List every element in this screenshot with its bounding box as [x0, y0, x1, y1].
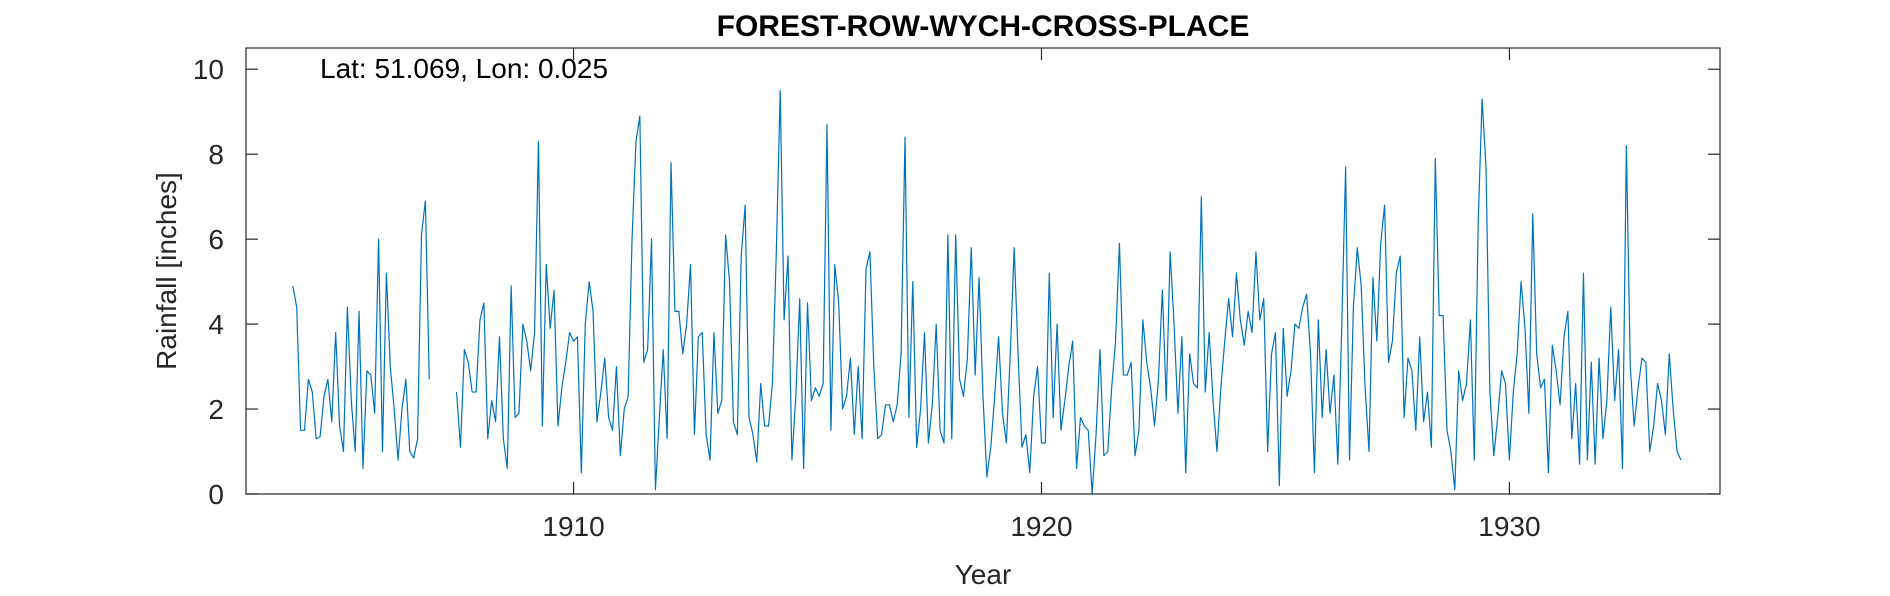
x-tick-label: 1920 [1010, 511, 1072, 542]
y-axis-label: Rainfall [inches] [151, 172, 182, 370]
y-tick-label: 4 [208, 309, 224, 340]
rainfall-series-line-1 [292, 200, 430, 470]
y-tick-label: 8 [208, 139, 224, 170]
x-axis-label: Year [955, 559, 1012, 590]
location-annotation: Lat: 51.069, Lon: 0.025 [320, 53, 608, 84]
rainfall-series-line-2 [455, 89, 1682, 495]
y-tick-label: 0 [208, 479, 224, 510]
plot-frame [245, 47, 1721, 495]
plot-background [246, 48, 1720, 494]
y-tick-label: 10 [193, 54, 224, 85]
y-tick-label: 6 [208, 224, 224, 255]
x-tick-label: 1910 [542, 511, 604, 542]
tick-layer: 1910 1920 1930 0 2 4 6 8 10 [193, 48, 1720, 542]
series-layer [292, 89, 1682, 495]
chart-title: FOREST-ROW-WYCH-CROSS-PLACE [717, 10, 1250, 43]
x-tick-label: 1930 [1478, 511, 1540, 542]
y-tick-label: 2 [208, 394, 224, 425]
